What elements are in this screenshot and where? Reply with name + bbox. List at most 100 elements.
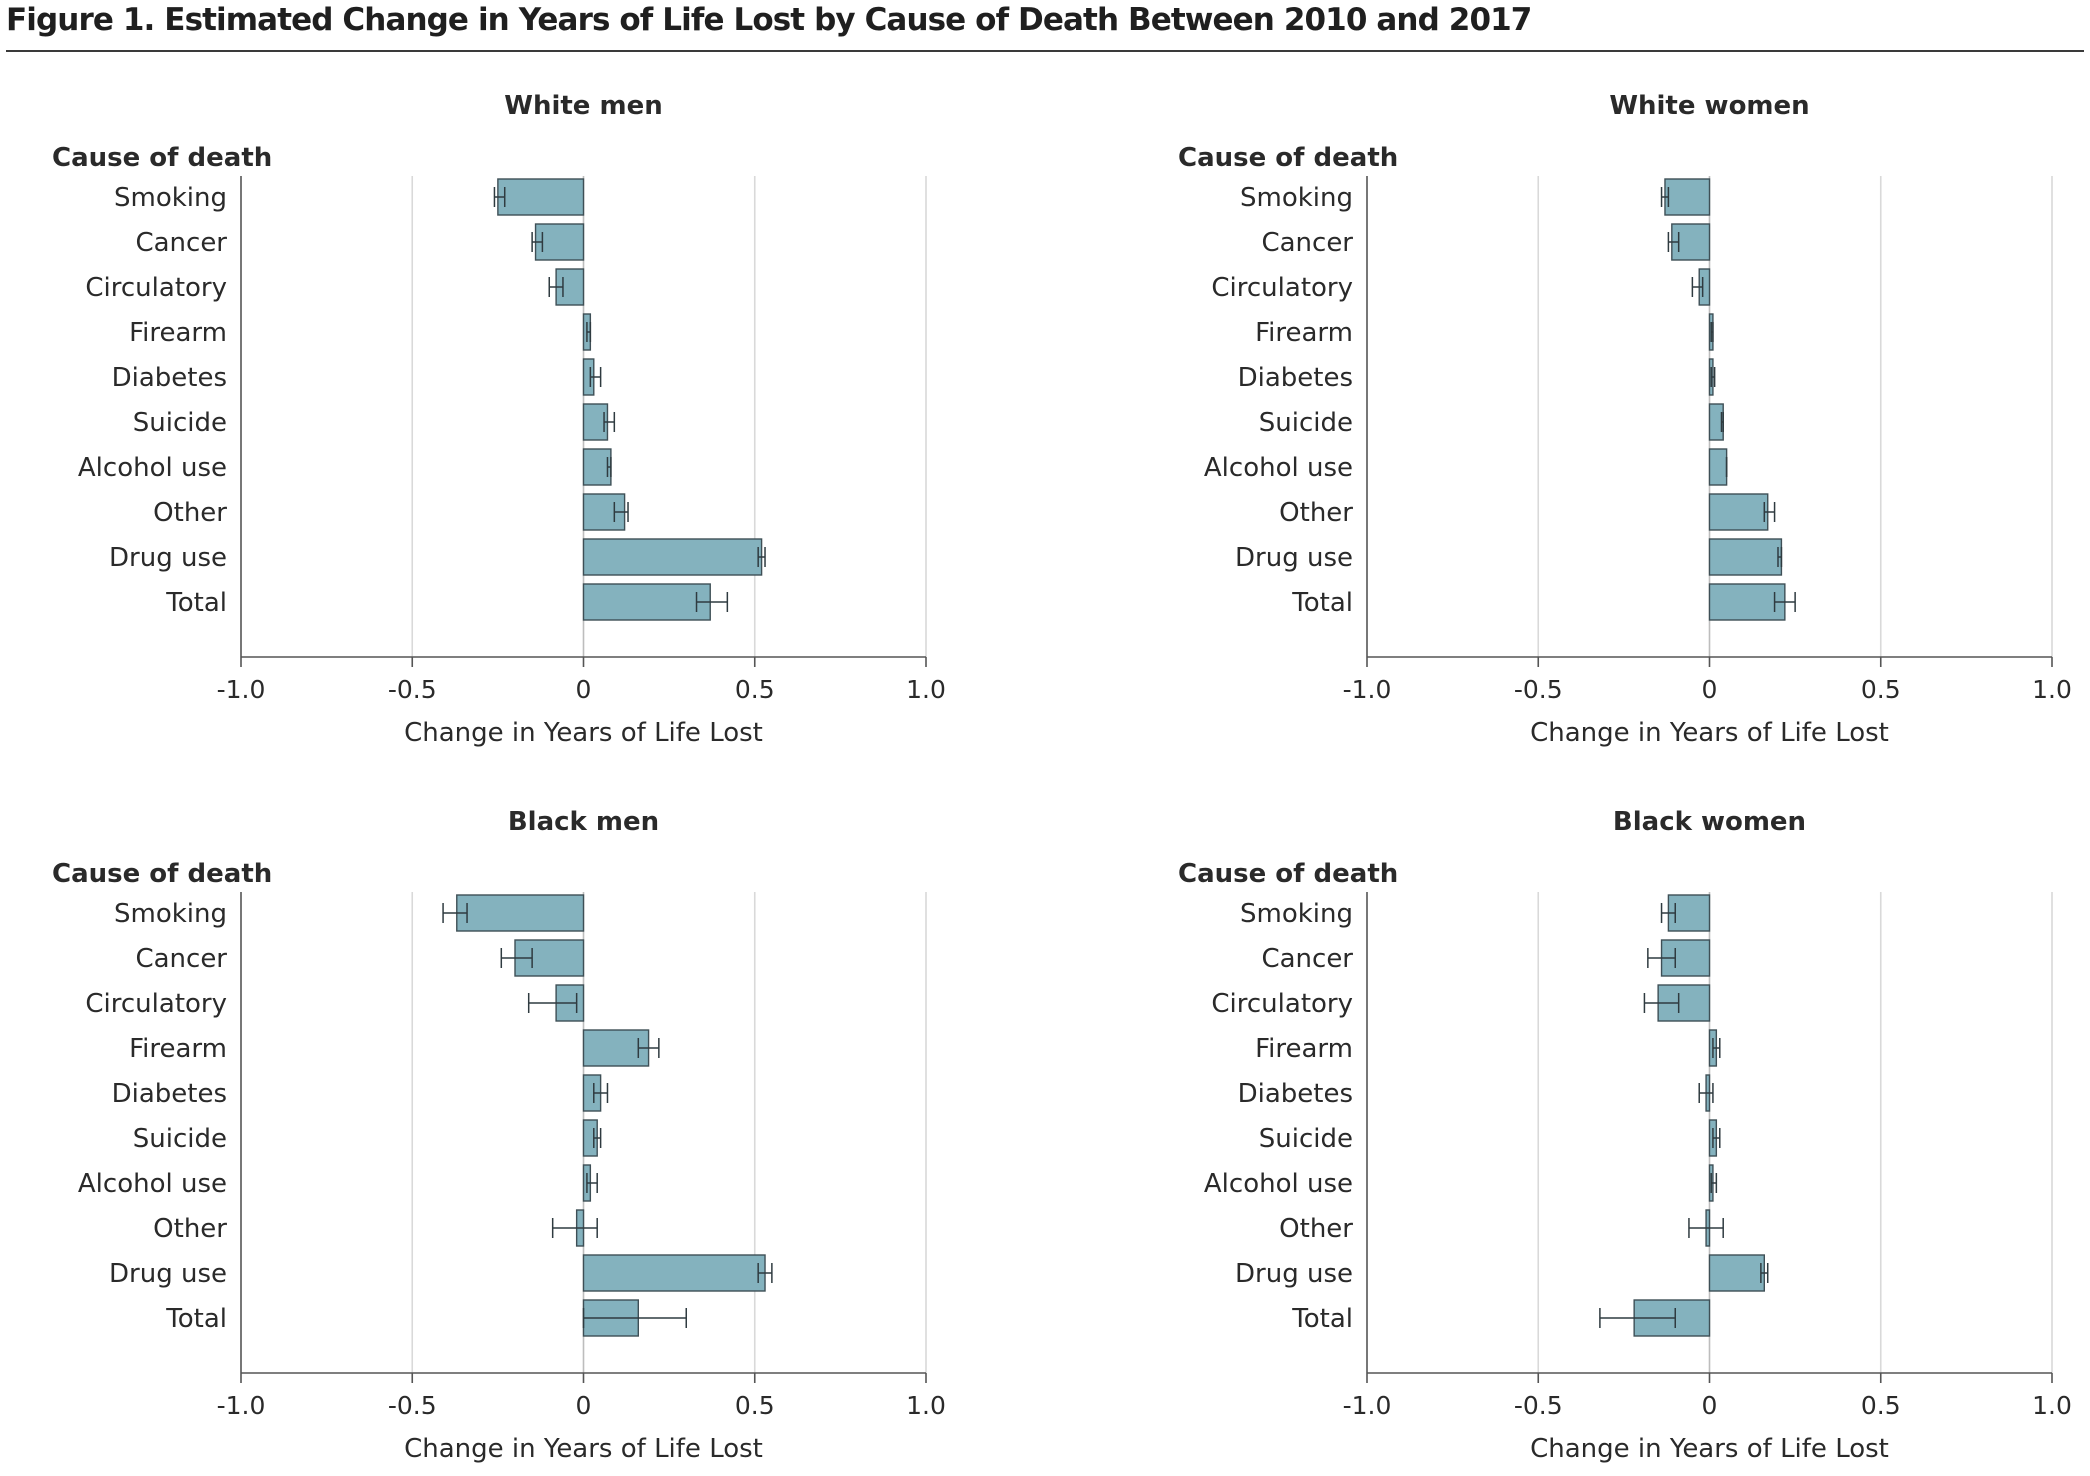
error-bar <box>1720 412 1724 432</box>
x-tick-label: -0.5 <box>388 1391 437 1420</box>
error-bar <box>589 367 602 387</box>
error-bar <box>613 502 629 522</box>
error-bar <box>1647 948 1676 968</box>
category-label: Diabetes <box>112 363 227 393</box>
error-bar <box>442 903 468 923</box>
x-tick-label: 0.5 <box>1861 675 1901 704</box>
bar <box>534 223 585 261</box>
category-label: Drug use <box>109 543 227 573</box>
error-bar <box>593 1128 602 1148</box>
x-tick-label: -1.0 <box>1343 675 1392 704</box>
error-bar <box>531 232 544 252</box>
category-label: Circulatory <box>1211 273 1353 303</box>
error-bar <box>757 1263 773 1283</box>
error-bar <box>1660 903 1676 923</box>
x-tick-label: 0 <box>1702 675 1718 704</box>
error-bar <box>1777 547 1783 567</box>
x-tick-label: 1.0 <box>2032 1391 2072 1420</box>
category-label: Total <box>165 1304 227 1334</box>
error-bar <box>695 592 729 612</box>
error-bar <box>1710 1173 1718 1193</box>
category-label: Smoking <box>1240 899 1353 929</box>
bar <box>582 1254 766 1292</box>
panel-title: Black women <box>1613 807 1806 837</box>
category-label: Other <box>153 498 227 528</box>
error-bar <box>1760 1263 1769 1283</box>
chart-panel: -1.0 -0.5 0 0.5 1.0 Black women Cause of death… <box>1178 807 2072 1464</box>
bar <box>1708 448 1728 486</box>
x-tick-label: 0.5 <box>735 1391 775 1420</box>
error-bar <box>637 1038 660 1058</box>
error-bar <box>527 993 578 1013</box>
x-tick-label: 0 <box>576 1391 592 1420</box>
x-tick-label: 1.0 <box>906 1391 946 1420</box>
error-bar <box>586 322 592 342</box>
error-bar <box>1660 187 1670 207</box>
error-bar <box>1710 367 1716 387</box>
error-bar <box>1712 1128 1721 1148</box>
x-tick-label: -0.5 <box>388 675 437 704</box>
x-tick-label: 1.0 <box>906 675 946 704</box>
x-axis-label: Change in Years of Life Lost <box>404 718 763 748</box>
error-bar <box>500 948 533 968</box>
x-tick-label: -1.0 <box>1343 1391 1392 1420</box>
category-label: Diabetes <box>1238 363 1353 393</box>
category-header: Cause of death <box>52 143 272 173</box>
x-tick-label: 0.5 <box>1861 1391 1901 1420</box>
category-label: Smoking <box>1240 183 1353 213</box>
chart-panel: -1.0 -0.5 0 0.5 1.0 White women Cause of death… <box>1178 91 2072 748</box>
error-bar <box>1688 1218 1724 1238</box>
panel-title: White women <box>1609 91 1809 121</box>
category-label: Diabetes <box>1238 1079 1353 1109</box>
category-label: Suicide <box>1259 1124 1353 1154</box>
bar <box>1664 178 1711 216</box>
error-bar <box>1667 232 1680 252</box>
bar <box>1708 538 1783 576</box>
category-label: Suicide <box>133 408 227 438</box>
category-label: Cancer <box>1261 228 1353 258</box>
category-label: Drug use <box>1235 543 1353 573</box>
chart-panel: -1.0 -0.5 0 0.5 1.0 White men Cause of death Ch… <box>52 91 946 748</box>
error-bar <box>606 457 612 477</box>
error-bar <box>1698 1083 1714 1103</box>
error-bar <box>1763 502 1776 522</box>
x-tick-label: -0.5 <box>1514 675 1563 704</box>
error-bar <box>493 187 506 207</box>
category-label: Total <box>1291 588 1353 618</box>
panel-title: Black men <box>508 807 659 837</box>
bar <box>582 538 763 576</box>
bar <box>582 583 711 621</box>
category-label: Cancer <box>135 944 227 974</box>
error-bar <box>586 1173 598 1193</box>
category-label: Firearm <box>1255 1034 1353 1064</box>
x-axis-label: Change in Years of Life Lost <box>1530 718 1889 748</box>
chart-panel: -1.0 -0.5 0 0.5 1.0 Black men Cause of death Ch… <box>52 807 946 1464</box>
x-axis-label: Change in Years of Life Lost <box>404 1434 763 1464</box>
category-label: Suicide <box>133 1124 227 1154</box>
category-label: Suicide <box>1259 408 1353 438</box>
x-tick-label: 0 <box>1702 1391 1718 1420</box>
x-tick-label: 0 <box>576 675 592 704</box>
error-bar <box>1710 322 1714 342</box>
category-header: Cause of death <box>1178 143 1398 173</box>
category-label: Circulatory <box>85 273 227 303</box>
bar <box>1708 493 1769 531</box>
error-bar <box>593 1083 609 1103</box>
category-header: Cause of death <box>52 859 272 889</box>
category-label: Alcohol use <box>1204 1169 1353 1199</box>
category-label: Drug use <box>1235 1259 1353 1289</box>
panel-title: White men <box>504 91 662 121</box>
category-label: Firearm <box>129 318 227 348</box>
x-tick-label: -1.0 <box>217 1391 266 1420</box>
bar <box>582 448 612 486</box>
category-label: Alcohol use <box>78 1169 227 1199</box>
x-tick-label: 1.0 <box>2032 675 2072 704</box>
category-label: Cancer <box>135 228 227 258</box>
category-header: Cause of death <box>1178 859 1398 889</box>
error-bar <box>551 1218 598 1238</box>
error-bar <box>1691 277 1704 297</box>
error-bar <box>1712 1038 1721 1058</box>
error-bar <box>603 412 616 432</box>
category-label: Total <box>165 588 227 618</box>
